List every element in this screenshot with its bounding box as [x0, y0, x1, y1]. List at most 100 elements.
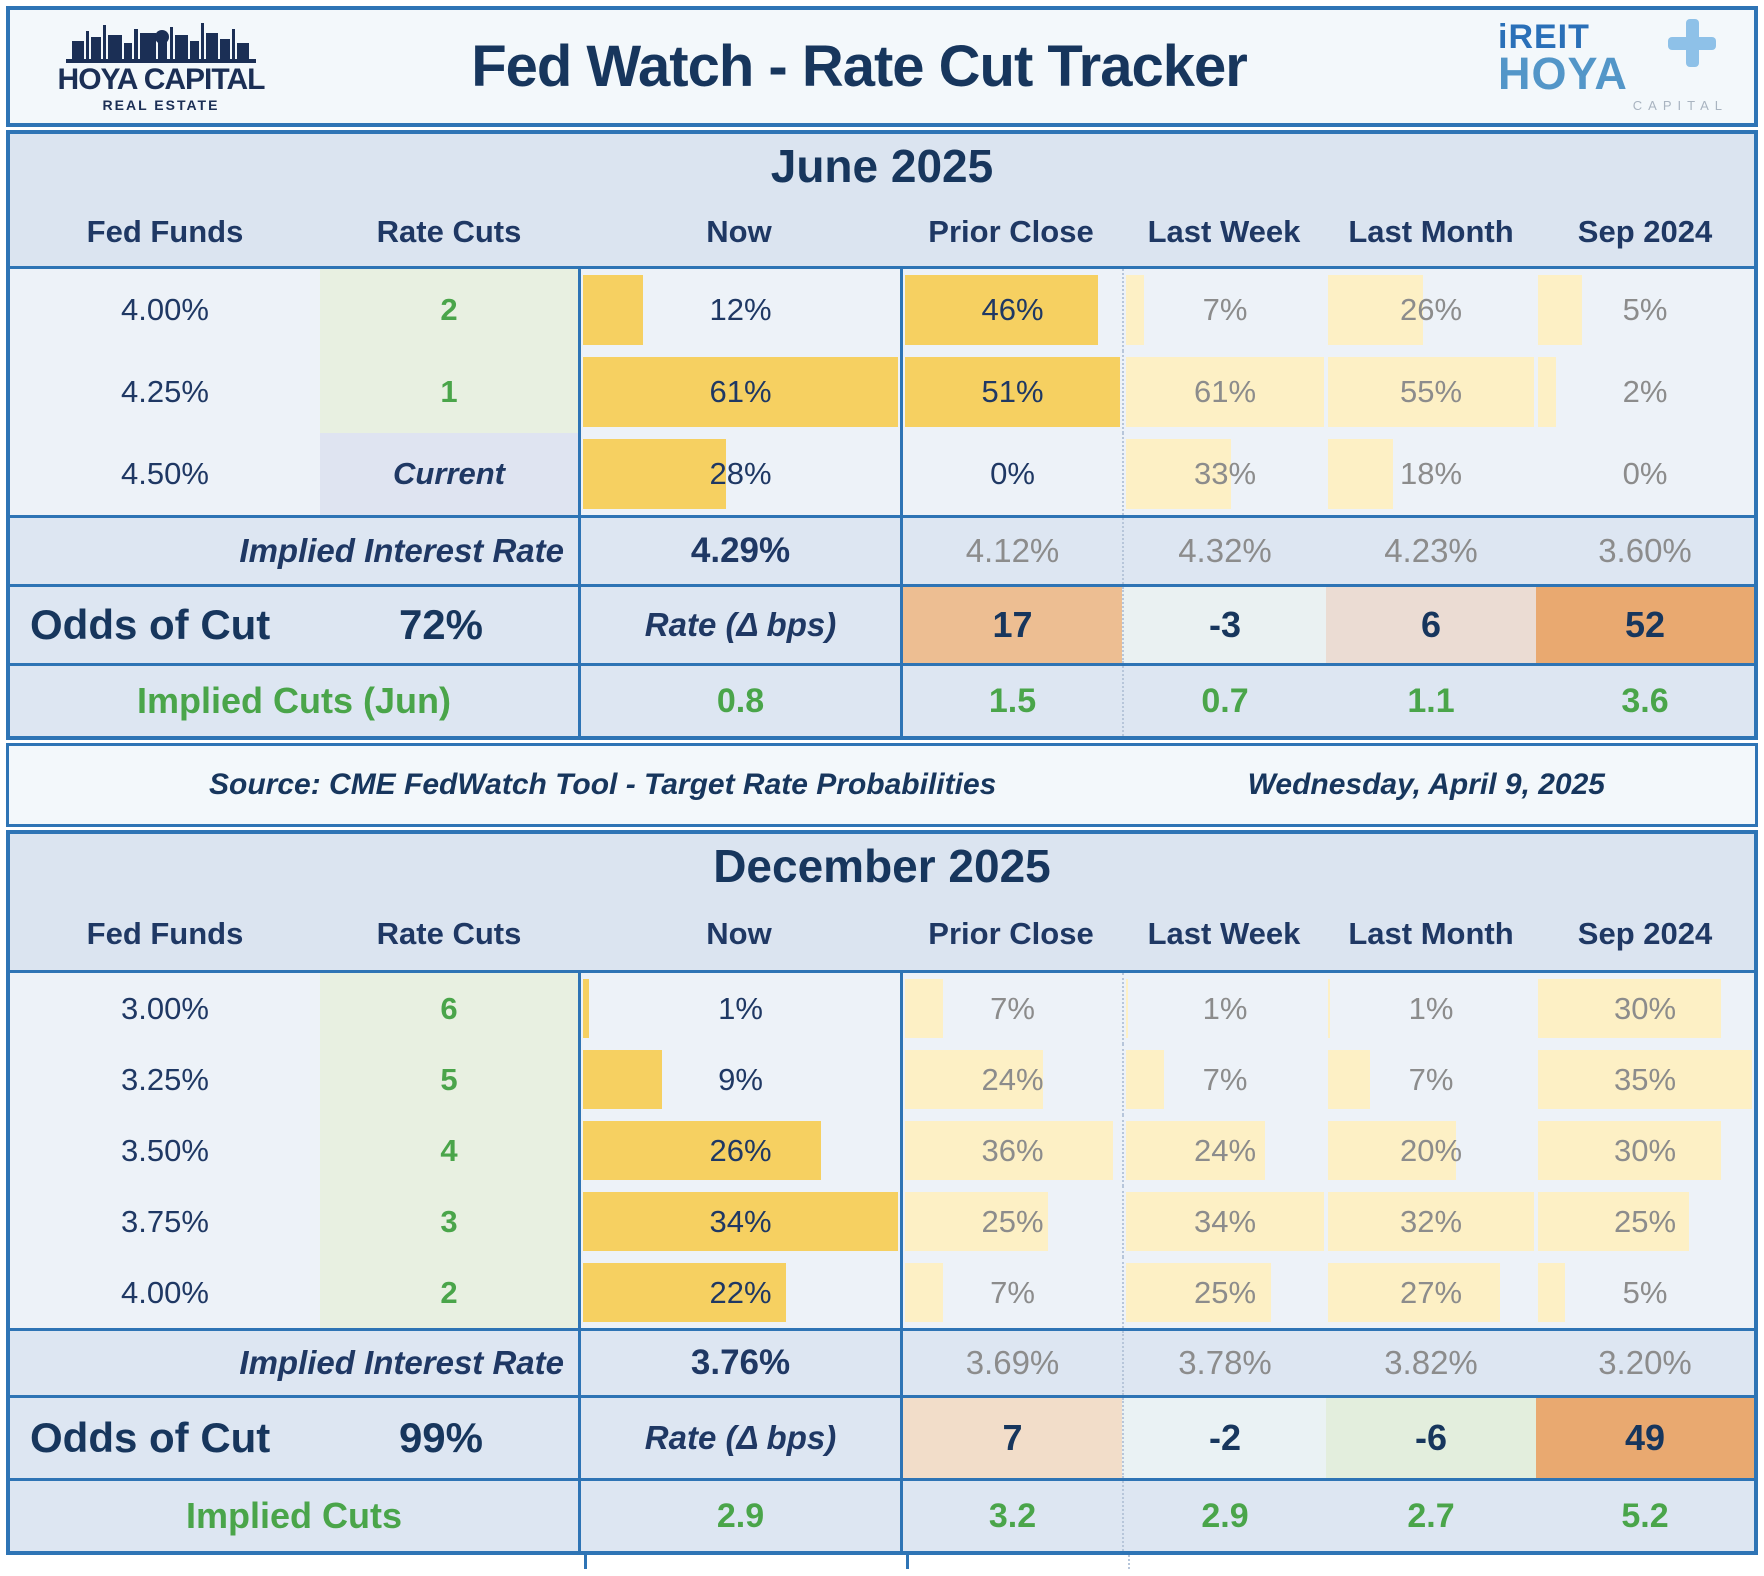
- implied-rate-last-month: 4.23%: [1384, 532, 1478, 569]
- data-bar: [583, 1121, 822, 1180]
- prob-value: 33%: [1193, 456, 1257, 491]
- ireit-wordmark: iREIT: [1498, 17, 1590, 56]
- rate-delta-label: Rate (Δ bps): [578, 587, 900, 663]
- implied-rate-last-week: 3.78%: [1122, 1331, 1326, 1395]
- prob-value: 61%: [1193, 374, 1257, 409]
- prob-cell-last-week: 61%: [1122, 351, 1326, 433]
- june-title: June 2025: [10, 134, 1754, 198]
- implied-cuts-row: Implied Cuts (Jun) 0.8 1.5 0.7 1.1 3.6: [10, 663, 1754, 736]
- rate-cuts-value: 2: [320, 1257, 578, 1328]
- data-bar: [1126, 357, 1324, 427]
- prob-cell-last-month: 55%: [1326, 351, 1536, 433]
- data-bar: [583, 357, 898, 427]
- data-bar: [1328, 1121, 1457, 1180]
- data-bar: [583, 979, 589, 1038]
- hoya-capital-logo: HOYA CAPITAL REAL ESTATE: [36, 21, 286, 112]
- data-bar: [1126, 979, 1129, 1038]
- prob-value: 36%: [981, 1132, 1044, 1168]
- data-bar: [905, 357, 1120, 427]
- table-row: 4.25% 1 61% 51% 61% 55% 2%: [10, 351, 1754, 433]
- fed-funds-value: 4.25%: [121, 374, 209, 409]
- data-bar: [905, 1121, 1114, 1180]
- prob-cell-last-week: 33%: [1122, 433, 1326, 515]
- implied-rate-label: Implied Interest Rate: [239, 1344, 564, 1381]
- data-bar: [1126, 275, 1145, 345]
- prob-cell-sep-2024: 35%: [1536, 1044, 1754, 1115]
- december-title: December 2025: [10, 834, 1754, 898]
- prob-cell-sep-2024: 5%: [1536, 1257, 1754, 1328]
- source-text: Source: CME FedWatch Tool - Target Rate …: [209, 768, 997, 801]
- implied-rate-prior: 3.69%: [900, 1331, 1122, 1395]
- prob-value: 25%: [981, 1203, 1044, 1239]
- implied-cuts-now: 0.8: [578, 666, 900, 736]
- prob-value: 26%: [709, 1132, 772, 1168]
- rate-delta-last-month: -6: [1326, 1398, 1536, 1478]
- prob-cell-now: 26%: [578, 1115, 900, 1186]
- prob-value: 25%: [1193, 1274, 1257, 1310]
- data-bar: [583, 439, 726, 509]
- rate-cuts-value: 3: [320, 1186, 578, 1257]
- implied-cuts-sep-2024: 3.6: [1621, 681, 1669, 720]
- prob-value: 1%: [718, 990, 763, 1026]
- col-header-sep-2024: Sep 2024: [1577, 916, 1713, 951]
- data-bar: [1126, 1192, 1324, 1251]
- rate-cuts-current: Current: [320, 433, 578, 515]
- data-bar: [1538, 1050, 1752, 1109]
- skyline-icon: [66, 23, 256, 63]
- prob-value: 0%: [1622, 456, 1668, 491]
- prob-value: 18%: [1399, 456, 1463, 491]
- prob-cell-now: 9%: [578, 1044, 900, 1115]
- prob-cell-last-month: 18%: [1326, 433, 1536, 515]
- data-bar: [1328, 979, 1331, 1038]
- implied-rate-label: Implied Interest Rate: [239, 532, 564, 569]
- rate-delta-prior: 7: [900, 1398, 1122, 1478]
- prob-cell-last-week: 7%: [1122, 269, 1326, 351]
- odds-of-cut-label-cell: Odds of Cut 99%: [10, 1398, 578, 1478]
- prob-value: 12%: [709, 292, 772, 327]
- table-row: 3.00% 6 1% 7% 1% 1% 30%: [10, 973, 1754, 1044]
- rate-cuts-value: 6: [320, 973, 578, 1044]
- december-column-headers: Fed Funds Rate Cuts Now Prior Close Last…: [10, 898, 1754, 973]
- implied-cuts-sep-2024: 5.2: [1621, 1496, 1669, 1535]
- col-header-last-month: Last Month: [1348, 916, 1514, 951]
- prob-cell-last-week: 25%: [1122, 1257, 1326, 1328]
- data-bar: [1328, 357, 1534, 427]
- prob-cell-last-week: 34%: [1122, 1186, 1326, 1257]
- table-row: 4.00% 2 12% 46% 7% 26% 5%: [10, 269, 1754, 351]
- prob-cell-sep-2024: 25%: [1536, 1186, 1754, 1257]
- prob-value: 24%: [1193, 1132, 1257, 1168]
- prob-value: 25%: [1613, 1203, 1677, 1239]
- fed-funds-value: 3.00%: [121, 990, 209, 1026]
- hoya-wordmark: HOYA: [1498, 48, 1628, 100]
- column-border-stub: [1128, 1555, 1130, 1569]
- col-header-prior-close: Prior Close: [928, 214, 1094, 249]
- prob-cell-now: 34%: [578, 1186, 900, 1257]
- data-bar: [1538, 1192, 1689, 1251]
- fed-funds-value: 4.50%: [121, 456, 209, 491]
- fed-funds-value: 3.25%: [121, 1061, 209, 1097]
- prob-cell-last-month: 27%: [1326, 1257, 1536, 1328]
- col-header-fed-funds: Fed Funds: [86, 214, 244, 249]
- odds-of-cut-label: Odds of Cut: [30, 601, 271, 648]
- rate-delta-sep-2024: 49: [1536, 1398, 1754, 1478]
- implied-rate-now: 4.29%: [578, 518, 900, 584]
- odds-of-cut-row: Odds of Cut 72% Rate (Δ bps) 17 -3 6 52: [10, 584, 1754, 663]
- ireit-hoya-logo: iREIT HOYA CAPITAL: [1462, 17, 1728, 113]
- logo-subtitle: REAL ESTATE: [102, 97, 220, 113]
- prob-value: 34%: [1193, 1203, 1257, 1239]
- fed-funds-value: 4.00%: [121, 1274, 209, 1310]
- data-bar: [583, 1050, 662, 1109]
- rate-delta-last-month: 6: [1326, 587, 1536, 663]
- source-date: Wednesday, April 9, 2025: [1247, 768, 1605, 801]
- table-row: 3.75% 3 34% 25% 34% 32% 25%: [10, 1186, 1754, 1257]
- prob-cell-prior-close: 46%: [900, 269, 1122, 351]
- table-row: 3.25% 5 9% 24% 7% 7% 35%: [10, 1044, 1754, 1115]
- prob-value: 7%: [1202, 292, 1248, 327]
- data-bar: [1126, 1263, 1272, 1322]
- rate-cuts-value: 4: [320, 1115, 578, 1186]
- prob-cell-last-week: 7%: [1122, 1044, 1326, 1115]
- capital-wordmark: CAPITAL: [1632, 97, 1728, 113]
- prob-cell-prior-close: 7%: [900, 973, 1122, 1044]
- rate-delta-last-week: -2: [1122, 1398, 1326, 1478]
- implied-rate-now: 3.76%: [578, 1331, 900, 1395]
